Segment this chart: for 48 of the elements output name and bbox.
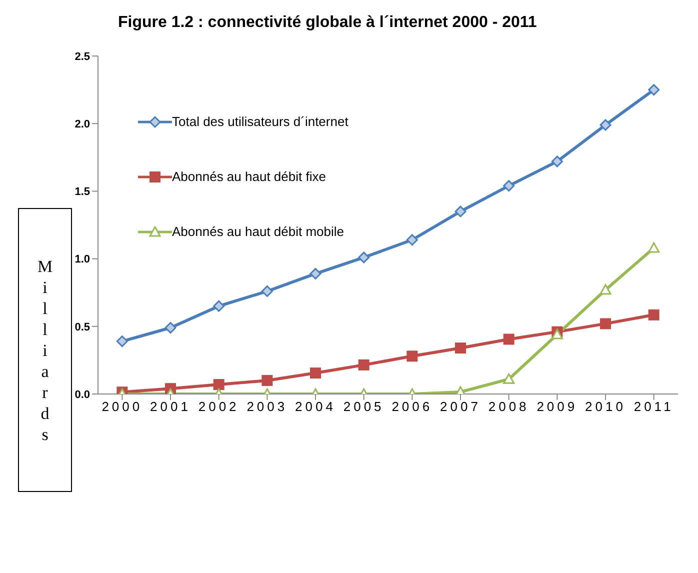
legend-label: Abonnés au haut débit fixe [172,169,326,184]
x-tick-label: 2011 [634,399,674,414]
point [310,368,321,379]
y-tick-label: 0.0 [74,388,90,401]
point [406,234,418,246]
x-tick-label: 2005 [343,399,384,414]
point [600,284,612,295]
axis-title-frame: Milliards [18,208,72,492]
point [600,318,611,330]
point [164,322,176,334]
chart-title: Figure 1.2 : connectivité globale à l´internet 2000 - 2011 [118,14,537,32]
point [503,180,515,192]
y-tick-label: 1.0 [74,254,90,266]
point [213,379,224,390]
point [358,359,370,370]
x-tick-label: 2009 [536,399,578,414]
point [503,373,515,384]
point [358,252,370,264]
x-tick-label: 2001 [150,399,191,414]
point [648,309,660,320]
x-tick-label: 2003 [246,399,288,414]
point [261,286,273,297]
x-tick-label: 2008 [488,399,530,414]
point [310,268,322,280]
point [551,328,563,340]
x-tick-label: 2002 [198,399,240,414]
point [455,342,466,354]
point [116,336,128,348]
y-tick-label: 1.5 [74,186,90,198]
point [648,242,660,253]
point [551,156,563,168]
y-tick-label: 2.0 [74,118,90,131]
legend-label: Abonnés au haut débit mobile [172,224,344,239]
x-tick-label: 2007 [440,399,481,414]
x-tick-label: 2004 [295,399,336,414]
y-tick-label: 0.5 [74,321,90,334]
point [262,374,273,386]
x-tick-label: 2000 [102,399,143,414]
point [454,206,466,218]
x-tick-label: 2006 [392,399,433,414]
x-tick-label: 2010 [585,399,626,414]
y-tick-label: 2.5 [74,50,90,63]
point [213,300,225,312]
point [406,350,418,362]
point [600,119,612,131]
point [503,334,514,345]
point [648,84,660,96]
legend-label: Total des utilisateurs d´internet [172,114,348,129]
